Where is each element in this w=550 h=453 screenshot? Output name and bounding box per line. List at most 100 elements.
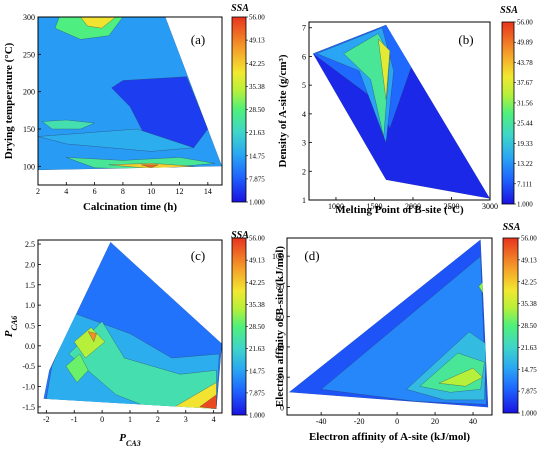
colorbar-tick-label: 21.63	[249, 129, 265, 137]
x-axis-label: Electron affinity of A-site (kJ/mol)	[309, 431, 470, 443]
colorbar-tick-label: 42.25	[249, 60, 265, 68]
x-tick-label: 8	[121, 187, 125, 196]
colorbar-tick-label: 56.00	[521, 235, 537, 243]
x-tick-label: 2000	[405, 202, 421, 211]
colorbar-tick-label: 56.00	[517, 19, 533, 27]
colorbar-gradient	[231, 16, 247, 203]
x-tick-label: 4	[212, 415, 216, 424]
x-tick-label: 4	[64, 187, 68, 196]
y-tick-label: 6	[302, 52, 306, 61]
colorbar-tick-label: 49.89	[517, 39, 533, 47]
contour-region	[141, 164, 159, 169]
colorbar-title: SSA	[231, 3, 249, 14]
contour-region	[68, 321, 217, 409]
contour-region	[437, 367, 483, 387]
colorbar-title: SSA	[500, 5, 518, 16]
colorbar-tick-label: 19.33	[517, 140, 533, 148]
panel-label: (a)	[191, 32, 205, 47]
x-tick-label: -1	[71, 415, 78, 424]
colorbar-tick-label: 49.13	[249, 37, 265, 45]
colorbar-tick-label: 7.875	[249, 175, 265, 183]
x-tick-label: 1500	[366, 202, 382, 211]
y-tick-label: -1.5	[22, 403, 35, 412]
panel-b: 1000 1500 2000 2500 3000 1 2 3 4 5 6 7 (b) Melting Po…	[277, 5, 533, 216]
y-tick-label: 80	[276, 282, 284, 291]
x-tick-label: 1000	[328, 202, 344, 211]
colorbar-tick-label: 1.000	[249, 199, 265, 207]
colorbar-tick-label: 49.13	[521, 256, 537, 264]
colorbar-tick-label: 1.000	[249, 412, 265, 420]
y-tick-label: 0.5	[25, 321, 35, 330]
colorbar-tick-label: 28.50	[249, 323, 265, 331]
y-tick-label: 2	[302, 167, 306, 176]
colorbar-tick-label: 35.38	[521, 300, 537, 308]
contour-fill	[43, 242, 222, 409]
panel-c: -2 -1 0 1 2 3 4 -1.5 -1.0 -0.5 0.0 0.5 1.0 1.5 2.0 2.5 (…	[3, 230, 265, 448]
colorbar-tick-label: 35.38	[249, 83, 265, 91]
y-tick-label: -1.0	[22, 383, 35, 392]
x-tick-label: -40	[316, 417, 327, 426]
y-tick-label: 5	[302, 81, 306, 90]
y-axis-label: PCA6	[3, 316, 19, 337]
colorbar-tick-label: 1.000	[521, 410, 537, 418]
y-tick-label: 250	[23, 50, 35, 59]
colorbar-tick-label: 14.75	[249, 152, 265, 160]
colorbar-tick-label: 21.63	[249, 345, 265, 353]
colorbar-tick-label: 25.44	[517, 120, 533, 128]
y-tick-label: 4	[302, 110, 306, 119]
contour-region	[38, 128, 194, 152]
colorbar-title: SSA	[231, 230, 249, 241]
panel-label: (d)	[304, 248, 319, 263]
contour-region	[87, 331, 97, 343]
y-tick-label: 2.5	[25, 240, 35, 249]
x-tick-label: 10	[147, 187, 155, 196]
contour-region	[199, 394, 217, 409]
y-tick-label: 150	[23, 125, 35, 134]
colorbar-tick-label: 7.875	[521, 388, 537, 396]
contour-region	[65, 353, 89, 383]
colorbar: 1.000 7.875 14.75 21.63 28.50 35.38 42.25 49.13…	[231, 3, 265, 207]
colorbar-tick-label: 13.22	[517, 160, 533, 168]
colorbar-tick-label: 56.00	[249, 14, 265, 22]
y-tick-label: -0.5	[22, 362, 35, 371]
x-axis-label: Calcination time (h)	[83, 201, 177, 213]
x-tick-label: 0	[395, 417, 399, 426]
colorbar-title: SSA	[503, 222, 521, 233]
x-tick-label: 3	[184, 415, 188, 424]
x-tick-label: 3000	[482, 202, 498, 211]
x-tick-label: 20	[431, 417, 439, 426]
y-tick-label: 200	[23, 88, 35, 97]
colorbar: 1.000 7.875 14.75 21.63 28.50 35.38 42.25 49.13…	[502, 222, 537, 418]
y-tick-label: 0.0	[25, 342, 35, 351]
y-tick-label: 0	[280, 403, 284, 412]
plot-frame	[37, 16, 223, 186]
x-tick-label: 1	[128, 415, 132, 424]
colorbar-tick-label: 21.63	[521, 344, 537, 352]
y-tick-label: 7	[302, 24, 306, 33]
colorbar-tick-label: 28.50	[249, 106, 265, 114]
y-tick-label: 300	[23, 13, 35, 22]
contour-region	[79, 17, 117, 29]
y-tick-label: 100	[23, 162, 35, 171]
colorbar-gradient	[231, 237, 247, 416]
colorbar-tick-label: 37.67	[517, 79, 533, 87]
x-tick-label: 0	[100, 415, 104, 424]
y-tick-label: 1	[302, 196, 306, 205]
y-axis-label: Density of A-site (g/cm³)	[277, 54, 289, 167]
panel-label: (c)	[191, 248, 205, 263]
plot-frame	[308, 21, 491, 201]
colorbar-tick-label: 7.875	[249, 389, 265, 397]
colorbar-tick-label: 31.56	[517, 99, 533, 107]
colorbar-tick-label: 35.38	[249, 301, 265, 309]
x-axis-label: Melting Point of B-site (°C)	[335, 204, 464, 216]
y-tick-label: 3	[302, 139, 306, 148]
y-axis-label: Electron affinity of B-site (kJ/mol)	[274, 246, 286, 407]
colorbar-gradient	[501, 21, 515, 205]
panel-label: (b)	[458, 32, 473, 47]
colorbar: 1.000 7.111 13.22 19.33 25.44 31.56 37.67 43.78…	[500, 5, 533, 209]
x-axis-label: PCA3	[119, 432, 140, 448]
panel-a: 2 4 6 8 10 12 14 100 150 200 250 300 (a) Calcination …	[3, 3, 265, 213]
x-tick-label: 2	[36, 187, 40, 196]
contour-region	[377, 38, 391, 100]
x-tick-label: -2	[43, 415, 50, 424]
